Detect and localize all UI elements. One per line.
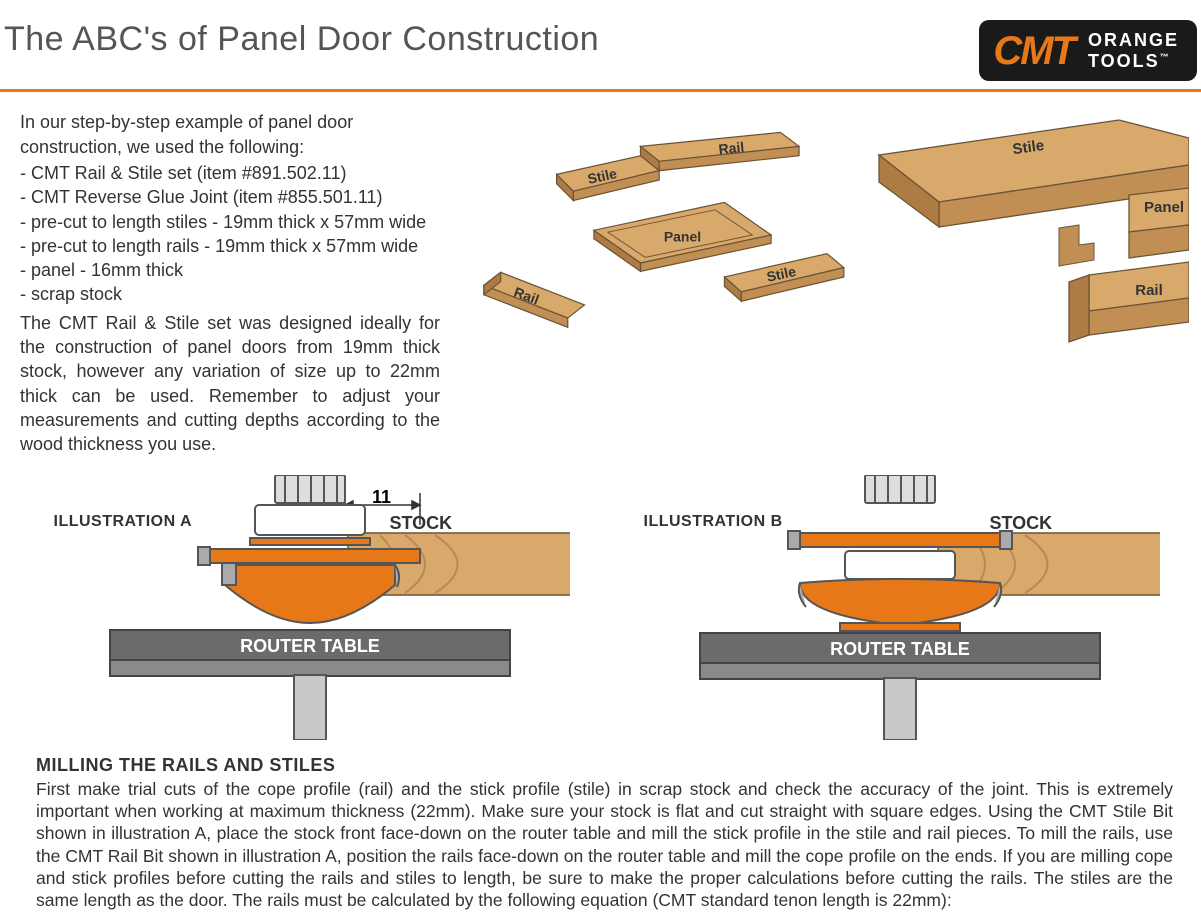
milling-body: First make trial cuts of the cope profil… (36, 778, 1173, 912)
list-item: pre-cut to length stiles - 19mm thick x … (20, 210, 440, 234)
intro-body: The CMT Rail & Stile set was designed id… (20, 311, 440, 457)
logo-brand: CMT (993, 33, 1074, 69)
svg-text:11: 11 (372, 487, 391, 507)
intro-lead: In our step-by-step example of panel doo… (20, 110, 440, 159)
illus-b-label: ILLUSTRATION B (644, 513, 783, 531)
illustration-a: ILLUSTRATION A STOCK 11 (50, 475, 570, 745)
milling-heading: MILLING THE RAILS AND STILES (36, 755, 1173, 776)
svg-text:Rail: Rail (718, 139, 745, 158)
svg-text:Rail: Rail (1135, 282, 1163, 299)
page-title: The ABC's of Panel Door Construction (4, 20, 599, 59)
brand-logo: CMT ORANGE TOOLS™ (979, 20, 1197, 81)
header: The ABC's of Panel Door Construction CMT… (0, 0, 1201, 92)
milling-section: MILLING THE RAILS AND STILES First make … (20, 755, 1189, 912)
illustrations-row: ILLUSTRATION A STOCK 11 (20, 475, 1189, 745)
illustration-b: ILLUSTRATION B STOCK (640, 475, 1160, 745)
corner-detail-diagram: Stile Panel Rail (869, 110, 1189, 360)
stock-label: STOCK (390, 513, 453, 534)
list-item: panel - 16mm thick (20, 258, 440, 282)
svg-text:ROUTER TABLE: ROUTER TABLE (830, 639, 970, 659)
exploded-diagram: Panel Rail Stile Stile (454, 110, 855, 360)
stock-label: STOCK (990, 513, 1053, 534)
svg-text:Panel: Panel (1144, 199, 1184, 216)
list-item: scrap stock (20, 282, 440, 306)
illus-a-label: ILLUSTRATION A (54, 513, 193, 531)
svg-text:ROUTER TABLE: ROUTER TABLE (240, 636, 380, 656)
logo-tagline: ORANGE TOOLS™ (1088, 30, 1179, 71)
list-item: CMT Reverse Glue Joint (item #855.501.11… (20, 185, 440, 209)
intro-text: In our step-by-step example of panel doo… (20, 110, 440, 456)
svg-text:Panel: Panel (664, 229, 701, 245)
materials-list: CMT Rail & Stile set (item #891.502.11) … (20, 161, 440, 307)
list-item: CMT Rail & Stile set (item #891.502.11) (20, 161, 440, 185)
list-item: pre-cut to length rails - 19mm thick x 5… (20, 234, 440, 258)
